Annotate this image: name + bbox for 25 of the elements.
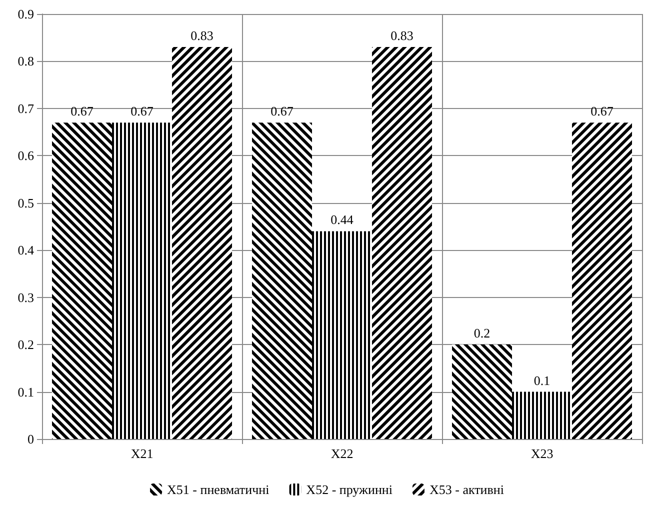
data-label: 0.67 xyxy=(130,104,154,119)
data-label: 0.83 xyxy=(190,28,214,44)
y-tick-label: 0.4 xyxy=(18,242,34,258)
data-label: 0.83 xyxy=(390,28,414,44)
data-label: 0.1 xyxy=(534,372,550,388)
legend-label: X52 - пружинні xyxy=(306,482,393,497)
data-label: 0.67 xyxy=(270,104,294,119)
data-label: 0.2 xyxy=(474,326,490,341)
y-tick-label: 0.6 xyxy=(18,148,34,164)
x-tick-label: X22 xyxy=(330,446,354,461)
x-tick-label: X23 xyxy=(530,446,554,461)
y-tick-label: 0.3 xyxy=(18,290,34,305)
x-tick-label: X21 xyxy=(130,446,154,461)
data-label: 0.67 xyxy=(590,104,614,119)
data-label: 0.67 xyxy=(70,104,94,119)
y-tick-label: 0.5 xyxy=(18,195,34,210)
y-tick-label: 0.8 xyxy=(18,54,34,69)
y-tick-label: 0.2 xyxy=(18,337,34,352)
y-tick-label: 0.9 xyxy=(18,6,34,22)
legend-label: X53 - активні xyxy=(429,482,504,497)
y-tick-label: 0.7 xyxy=(18,100,34,116)
y-tick-label: 0.1 xyxy=(18,384,34,400)
data-label: 0.44 xyxy=(330,212,354,228)
y-tick-label: 0 xyxy=(28,432,34,446)
legend-label: X51 - пневматичні xyxy=(167,482,270,497)
